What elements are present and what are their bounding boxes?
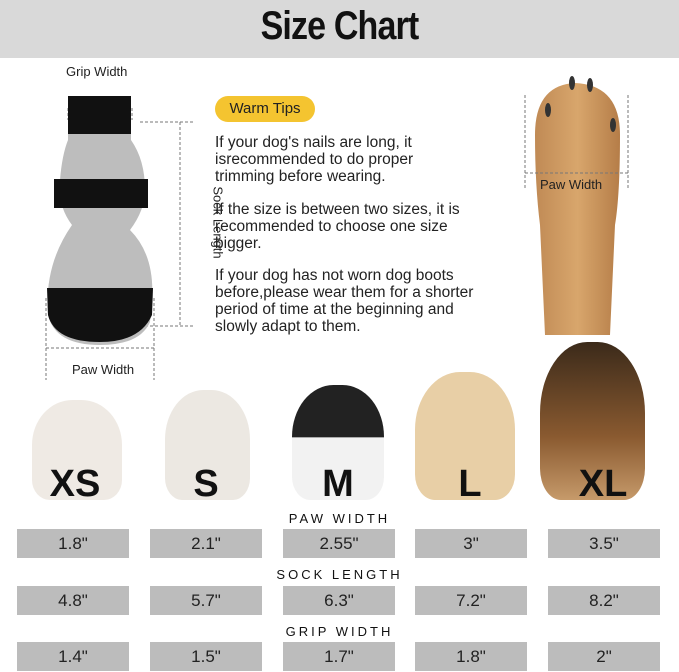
paw-photo-label: Paw Width [540,177,603,192]
warm-tips-badge: Warm Tips [215,96,315,122]
paw-photo [524,76,629,335]
grip-width-label: Grip Width [66,64,128,79]
table-cell: 2.1" [150,529,262,558]
table-cell: 2.55" [283,529,395,558]
dog-xl-photo [540,342,645,500]
table-cell: 6.3" [283,586,395,615]
table-cell: 1.4" [17,642,129,671]
dog-l-photo [415,372,515,500]
table-cell: 1.5" [150,642,262,671]
paw-width-label: Paw Width [72,362,135,377]
table-cell: 3.5" [548,529,660,558]
page-title: Size Chart [260,4,420,48]
sock-diagram [45,96,195,380]
table-cell: 1.8" [415,642,527,671]
size-s: S [193,463,219,505]
table-cell: 5.7" [150,586,262,615]
table-cell: 1.7" [283,642,395,671]
header-band [0,0,679,58]
size-xs: XS [49,463,101,505]
table-cell: 8.2" [548,586,660,615]
tip-1: If your dog's nails are long, it isrecom… [215,134,414,185]
size-xl: XL [578,463,628,505]
size-m: M [322,463,354,505]
row-label: SOCK LENGTH [276,567,403,582]
tip-3: If your dog has not worn dog boots befor… [215,267,474,335]
row-label: PAW WIDTH [288,511,391,526]
dog-m-photo [292,385,384,500]
table-cell: 1.8" [17,529,129,558]
size-l: L [458,463,482,505]
dog-xs-photo [32,400,122,500]
table-cell: 4.8" [17,586,129,615]
table-cell: 2" [548,642,660,671]
row-label: GRIP WIDTH [285,624,394,639]
dog-s-photo [165,390,250,500]
table-cell: 7.2" [415,586,527,615]
tip-2: If the size is between two sizes, it is … [215,201,460,252]
table-cell: 3" [415,529,527,558]
